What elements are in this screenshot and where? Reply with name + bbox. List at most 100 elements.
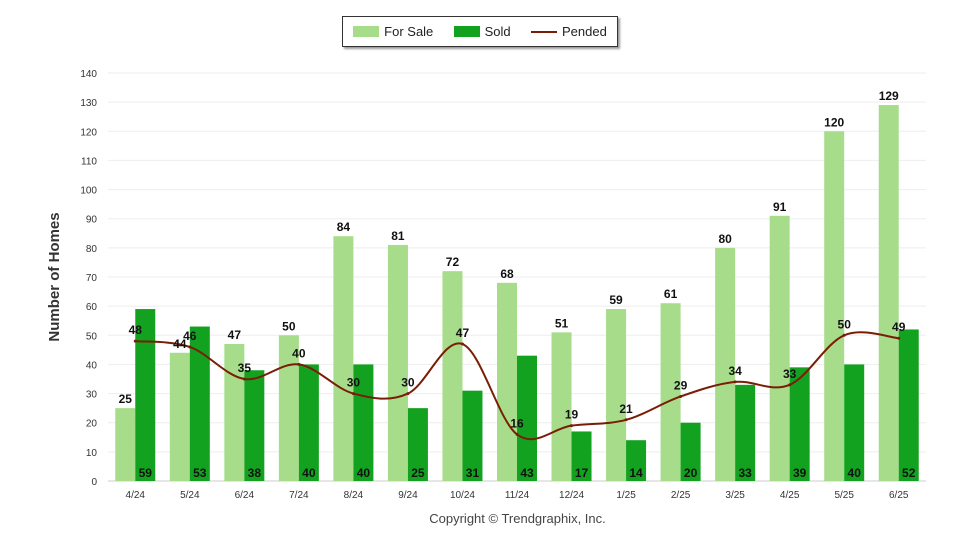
label-sold: 39 bbox=[793, 466, 807, 480]
x-tick-label: 2/25 bbox=[671, 490, 691, 501]
label-for-sale: 68 bbox=[500, 267, 514, 281]
label-for-sale: 25 bbox=[119, 392, 133, 406]
x-tick-label: 6/25 bbox=[889, 490, 909, 501]
legend: For Sale Sold Pended bbox=[342, 16, 618, 47]
label-pended: 16 bbox=[510, 416, 524, 430]
label-pended: 50 bbox=[838, 317, 852, 331]
legend-label-for-sale: For Sale bbox=[384, 24, 434, 39]
label-sold: 20 bbox=[684, 466, 698, 480]
label-pended: 49 bbox=[892, 320, 906, 334]
y-tick-label: 130 bbox=[80, 98, 97, 109]
label-sold: 31 bbox=[466, 466, 480, 480]
label-for-sale: 50 bbox=[282, 319, 296, 333]
pended-point bbox=[788, 383, 792, 387]
pended-point bbox=[679, 394, 683, 398]
bar-for-sale bbox=[824, 131, 845, 482]
bar-for-sale bbox=[551, 332, 572, 481]
label-for-sale: 61 bbox=[664, 287, 678, 301]
label-for-sale: 80 bbox=[718, 232, 732, 246]
bar-sold bbox=[244, 370, 265, 481]
bar-sold bbox=[189, 326, 210, 481]
label-sold: 25 bbox=[411, 466, 425, 480]
label-for-sale: 72 bbox=[446, 255, 460, 269]
bar-for-sale bbox=[387, 244, 408, 481]
x-tick-label: 12/24 bbox=[559, 490, 584, 501]
label-sold: 38 bbox=[248, 466, 262, 480]
pended-point bbox=[733, 380, 737, 384]
bar-sold bbox=[789, 367, 810, 481]
legend-item-for-sale[interactable]: For Sale bbox=[353, 24, 433, 39]
label-sold: 53 bbox=[193, 466, 207, 480]
label-pended: 34 bbox=[728, 364, 742, 378]
label-pended: 35 bbox=[238, 361, 252, 375]
y-tick-label: 90 bbox=[86, 215, 98, 226]
x-tick-label: 3/25 bbox=[725, 490, 745, 501]
y-tick-label: 110 bbox=[81, 156, 97, 167]
label-for-sale: 120 bbox=[824, 115, 844, 129]
pended-point bbox=[188, 345, 192, 349]
pended-point bbox=[460, 342, 464, 346]
y-tick-label: 60 bbox=[86, 302, 98, 313]
bar-sold bbox=[680, 422, 701, 481]
label-for-sale: 81 bbox=[391, 229, 405, 243]
label-sold: 33 bbox=[738, 466, 752, 480]
legend-item-sold[interactable]: Sold bbox=[453, 24, 511, 39]
bar-sold bbox=[407, 408, 428, 481]
y-tick-label: 100 bbox=[80, 186, 97, 197]
y-tick-label: 0 bbox=[91, 477, 97, 488]
label-pended: 29 bbox=[674, 378, 688, 392]
bars bbox=[115, 105, 919, 482]
legend-item-pended[interactable]: Pended bbox=[530, 24, 607, 39]
y-tick-label: 10 bbox=[86, 448, 98, 459]
label-sold: 59 bbox=[139, 466, 153, 480]
copyright-footer: Copyright © Trendgraphix, Inc. bbox=[429, 511, 606, 526]
pended-point bbox=[570, 424, 574, 428]
label-sold: 40 bbox=[848, 466, 862, 480]
bar-for-sale bbox=[115, 408, 136, 481]
legend-label-sold: Sold bbox=[484, 24, 511, 39]
label-pended: 46 bbox=[183, 329, 197, 343]
x-tick-label: 5/25 bbox=[834, 490, 854, 501]
y-axis-ticks: 0 10 20 30 40 50 60 70 80 90 100 110 120 130 140 bbox=[80, 69, 97, 488]
pended-point bbox=[297, 362, 301, 366]
bar-sold bbox=[135, 309, 156, 481]
y-axis-title: Number of Homes bbox=[46, 212, 63, 341]
bar-for-sale bbox=[497, 282, 517, 481]
pended-point bbox=[897, 336, 901, 340]
label-pended: 47 bbox=[456, 326, 470, 340]
pended-point bbox=[624, 418, 628, 422]
x-tick-label: 7/24 bbox=[289, 490, 309, 501]
bar-for-sale bbox=[660, 303, 681, 481]
legend-swatch-sold bbox=[453, 26, 480, 37]
bar-sold bbox=[571, 431, 592, 481]
bar-for-sale bbox=[769, 215, 790, 482]
x-axis-ticks: 4/24 5/24 6/24 7/24 8/24 9/24 10/24 11/24 12/24 1… bbox=[126, 490, 909, 501]
legend-swatch-pended bbox=[530, 30, 557, 33]
bar-sold bbox=[517, 355, 537, 481]
y-tick-label: 50 bbox=[86, 331, 98, 342]
pended-point bbox=[133, 339, 137, 343]
bar-for-sale bbox=[606, 309, 627, 481]
x-tick-label: 8/24 bbox=[344, 490, 364, 501]
bar-for-sale bbox=[333, 236, 354, 481]
bar-for-sale bbox=[878, 105, 899, 482]
bar-sold bbox=[353, 364, 374, 481]
x-tick-label: 4/25 bbox=[780, 490, 800, 501]
label-sold: 40 bbox=[357, 466, 371, 480]
x-tick-label: 9/24 bbox=[398, 490, 418, 501]
bar-sold bbox=[626, 440, 647, 481]
bar-sold bbox=[462, 390, 483, 481]
bar-sold bbox=[844, 364, 865, 481]
label-pended: 48 bbox=[129, 323, 143, 337]
label-sold: 17 bbox=[575, 466, 589, 480]
y-tick-label: 80 bbox=[86, 244, 98, 255]
pended-point bbox=[242, 377, 246, 381]
label-pended: 19 bbox=[565, 408, 579, 422]
legend-swatch-for-sale bbox=[353, 26, 380, 37]
bar-for-sale bbox=[442, 271, 463, 481]
label-for-sale: 91 bbox=[773, 200, 787, 214]
y-tick-label: 30 bbox=[86, 390, 98, 401]
pended-point bbox=[351, 392, 355, 396]
x-tick-label: 5/24 bbox=[180, 490, 200, 501]
